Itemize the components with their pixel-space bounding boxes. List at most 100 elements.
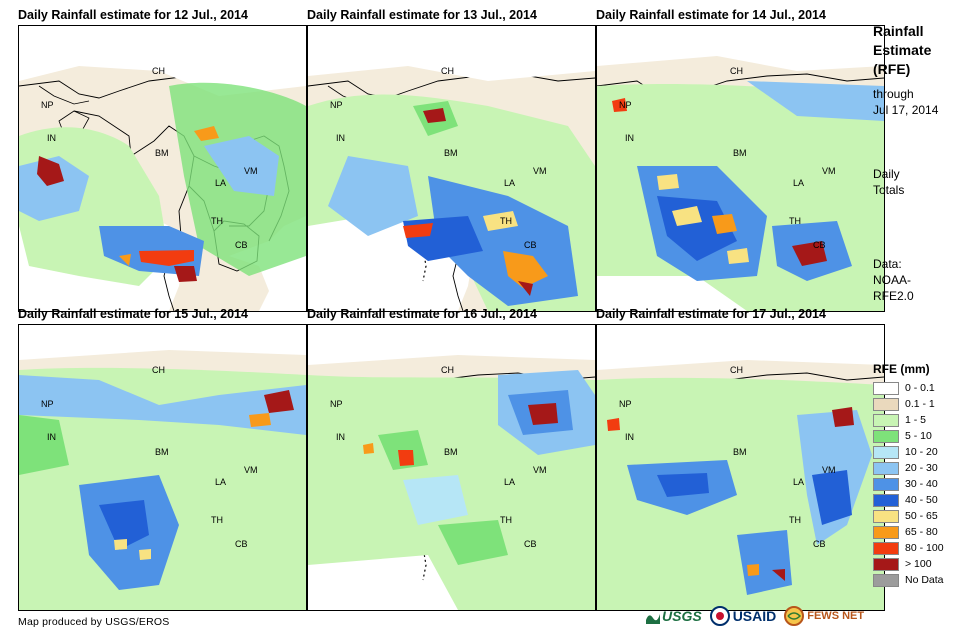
usaid-wordmark: USAID xyxy=(732,608,777,624)
panel-title: Daily Rainfall estimate for 14 Jul., 201… xyxy=(596,8,826,22)
legend-label: No Data xyxy=(905,574,944,586)
country-label-in: IN xyxy=(336,133,345,143)
map-panel-16-jul: Daily Rainfall estimate for 16 Jul., 201… xyxy=(307,307,597,611)
panel-title: Daily Rainfall estimate for 13 Jul., 201… xyxy=(307,8,537,22)
usaid-logo: USAID xyxy=(709,606,777,626)
rainfall-map: CH NP IN BM LA VM TH CB xyxy=(307,324,596,611)
through-label: through xyxy=(873,87,914,101)
legend-label: 65 - 80 xyxy=(905,526,938,538)
rainfall-map: CH NP IN BM LA VM TH CB xyxy=(596,324,885,611)
country-label-la: LA xyxy=(504,477,515,487)
rainfall-map-svg: CH NP IN BM LA VM TH CB xyxy=(19,325,306,610)
legend-swatch xyxy=(873,525,899,539)
country-label-la: LA xyxy=(504,178,515,188)
data-label: Data: xyxy=(873,257,902,271)
legend-title: RFE (mm) xyxy=(873,362,930,376)
country-label-ch: CH xyxy=(730,365,743,375)
legend-item: 50 - 65 xyxy=(873,508,944,524)
rainfall-map-svg: CH NP IN BM LA VM TH CB xyxy=(597,26,884,311)
data-source-line2: RFE2.0 xyxy=(873,289,914,303)
country-label-vm: VM xyxy=(533,166,547,176)
map-panel-13-jul: Daily Rainfall estimate for 13 Jul., 201… xyxy=(307,8,597,312)
country-label-ch: CH xyxy=(152,365,165,375)
rainfall-map-svg: CH NP IN BM LA VM TH CB xyxy=(597,325,884,610)
legend-swatch xyxy=(873,493,899,507)
legend-swatch xyxy=(873,413,899,427)
country-label-ch: CH xyxy=(441,365,454,375)
country-label-cb: CB xyxy=(235,539,248,549)
usgs-wordmark: USGS xyxy=(662,608,702,624)
country-label-cb: CB xyxy=(235,240,248,250)
country-label-ch: CH xyxy=(441,66,454,76)
country-label-bm: BM xyxy=(444,148,458,158)
country-label-cb: CB xyxy=(813,240,826,250)
country-label-ch: CH xyxy=(730,66,743,76)
country-label-th: TH xyxy=(789,216,801,226)
country-label-bm: BM xyxy=(733,148,747,158)
country-label-vm: VM xyxy=(244,465,258,475)
fewsnet-globe-icon xyxy=(784,606,805,626)
country-label-bm: BM xyxy=(733,447,747,457)
legend-label: 30 - 40 xyxy=(905,478,938,490)
legend-swatch xyxy=(873,573,899,587)
country-label-np: NP xyxy=(330,100,343,110)
country-label-np: NP xyxy=(41,399,54,409)
map-panel-12-jul: Daily Rainfall estimate for 12 Jul., 201… xyxy=(18,8,308,312)
rfe-legend: RFE (mm) 0 - 0.1 0.1 - 1 1 - 5 5 - 10 10 - 2… xyxy=(873,362,944,588)
country-label-th: TH xyxy=(789,515,801,525)
legend-swatch xyxy=(873,429,899,443)
country-label-cb: CB xyxy=(524,539,537,549)
legend-swatch xyxy=(873,397,899,411)
country-label-in: IN xyxy=(336,432,345,442)
legend-item: 20 - 30 xyxy=(873,460,944,476)
country-label-bm: BM xyxy=(155,447,169,457)
legend-label: 20 - 30 xyxy=(905,462,938,474)
legend-swatch xyxy=(873,445,899,459)
legend-label: 10 - 20 xyxy=(905,446,938,458)
usgs-wave-icon xyxy=(646,614,660,624)
country-label-in: IN xyxy=(47,133,56,143)
legend-swatch xyxy=(873,509,899,523)
legend-label: 50 - 65 xyxy=(905,510,938,522)
legend-label: 40 - 50 xyxy=(905,494,938,506)
legend-item: 5 - 10 xyxy=(873,428,944,444)
rainfall-map: CH NP IN BM LA VM TH CB xyxy=(307,25,596,312)
legend-item: 0 - 0.1 xyxy=(873,380,944,396)
rainfall-map: CH NP IN BM LA VM TH CB xyxy=(596,25,885,312)
panel-title: Daily Rainfall estimate for 12 Jul., 201… xyxy=(18,8,248,22)
country-label-ch: CH xyxy=(152,66,165,76)
legend-label: 80 - 100 xyxy=(905,542,944,554)
country-label-la: LA xyxy=(215,477,226,487)
country-label-bm: BM xyxy=(155,148,169,158)
country-label-np: NP xyxy=(619,100,632,110)
legend-swatch xyxy=(873,541,899,555)
legend-main-title-line2: Estimate xyxy=(873,42,932,58)
country-label-np: NP xyxy=(619,399,632,409)
country-label-np: NP xyxy=(41,100,54,110)
legend-label: 5 - 10 xyxy=(905,430,932,442)
country-label-th: TH xyxy=(500,216,512,226)
legend-item: No Data xyxy=(873,572,944,588)
legend-item: 10 - 20 xyxy=(873,444,944,460)
fewsnet-wordmark: FEWS NET xyxy=(807,610,865,622)
country-label-vm: VM xyxy=(822,166,836,176)
legend-swatch xyxy=(873,557,899,571)
country-label-in: IN xyxy=(47,432,56,442)
legend-main-title-line1: Rainfall xyxy=(873,23,924,39)
country-label-in: IN xyxy=(625,133,634,143)
country-label-in: IN xyxy=(625,432,634,442)
country-label-la: LA xyxy=(793,178,804,188)
country-label-la: LA xyxy=(793,477,804,487)
legend-main-title-line3: (RFE) xyxy=(873,61,911,77)
legend-item: 80 - 100 xyxy=(873,540,944,556)
map-panel-15-jul: Daily Rainfall estimate for 15 Jul., 201… xyxy=(18,307,308,611)
rainfall-map: CH NP IN BM LA VM TH CB xyxy=(18,25,307,312)
country-label-bm: BM xyxy=(444,447,458,457)
country-label-cb: CB xyxy=(524,240,537,250)
country-label-cb: CB xyxy=(813,539,826,549)
legend-item: 40 - 50 xyxy=(873,492,944,508)
legend-swatch xyxy=(873,461,899,475)
legend-item: 65 - 80 xyxy=(873,524,944,540)
rainfall-map-svg: CH NP IN BM LA VM TH CB xyxy=(308,26,595,311)
country-label-np: NP xyxy=(330,399,343,409)
